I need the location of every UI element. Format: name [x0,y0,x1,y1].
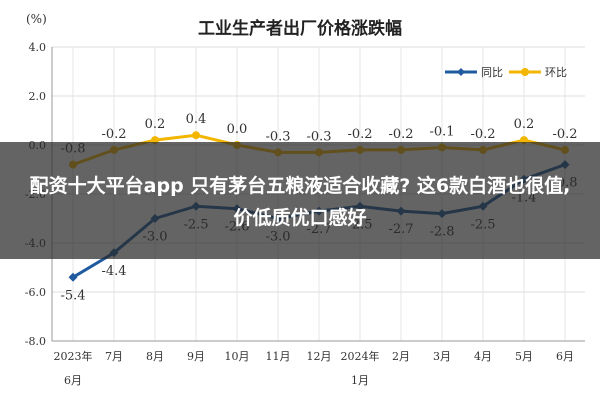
data-label: 0.0 [227,122,248,137]
legend-marker [457,68,465,76]
x-tick-label: 1月 [351,374,369,387]
data-label: -0.3 [306,129,331,144]
data-label: -0.3 [265,129,290,144]
legend-marker [521,68,529,76]
y-tick-label: -8.0 [25,335,46,348]
data-point [192,131,200,140]
x-tick-label: 5月 [515,350,533,363]
x-tick-label: 2024年 [341,349,380,363]
overlay-banner-text: 配资十大平台app 只有茅台五粮液适合收藏? 这6款白酒也很值, 价低质优口感好 [29,175,571,229]
x-tick-label: 11月 [266,350,291,363]
x-tick-label: 6月 [556,350,574,363]
x-tick-label: 2月 [392,350,410,363]
overlay-banner [0,142,600,259]
legend: 同比 环比 [445,66,567,79]
x-tick-label: 6月 [64,374,82,387]
x-tick-label: 8月 [146,350,164,363]
x-tick-label: 10月 [225,350,250,363]
legend-label: 同比 [481,66,503,79]
data-label: -5.4 [60,288,85,303]
x-tick-labels: 2023年 6月 7月 8月 9月 10月 11月 12月 2024年 1月 2月 3月 4月 5月 6月 [54,349,575,387]
y-tick-label: 4.0 [29,41,47,54]
x-tick-label: 2023年 [54,349,93,363]
y-axis-unit: (%) [26,12,47,26]
data-label: -4.4 [101,264,126,279]
x-tick-label: 7月 [105,350,123,363]
data-label: -0.2 [101,127,126,142]
data-label: 0.2 [514,117,535,132]
data-label: -0.1 [429,124,454,139]
x-tick-label: 12月 [307,350,332,363]
data-point [68,272,78,282]
legend-label: 环比 [545,66,567,79]
data-label: -0.2 [470,127,495,142]
y-tick-label: -6.0 [25,286,46,299]
data-label: 0.2 [145,117,166,132]
x-tick-label: 9月 [187,350,205,363]
data-label: -0.2 [388,127,413,142]
data-label: -0.2 [347,127,372,142]
chart-title: 工业生产者出厂价格涨跌幅 [198,19,402,39]
data-label: -0.2 [552,127,577,142]
y-tick-label: 2.0 [29,90,47,103]
data-label: 0.4 [186,112,207,127]
x-tick-label: 3月 [433,350,451,363]
x-tick-label: 4月 [474,350,492,363]
